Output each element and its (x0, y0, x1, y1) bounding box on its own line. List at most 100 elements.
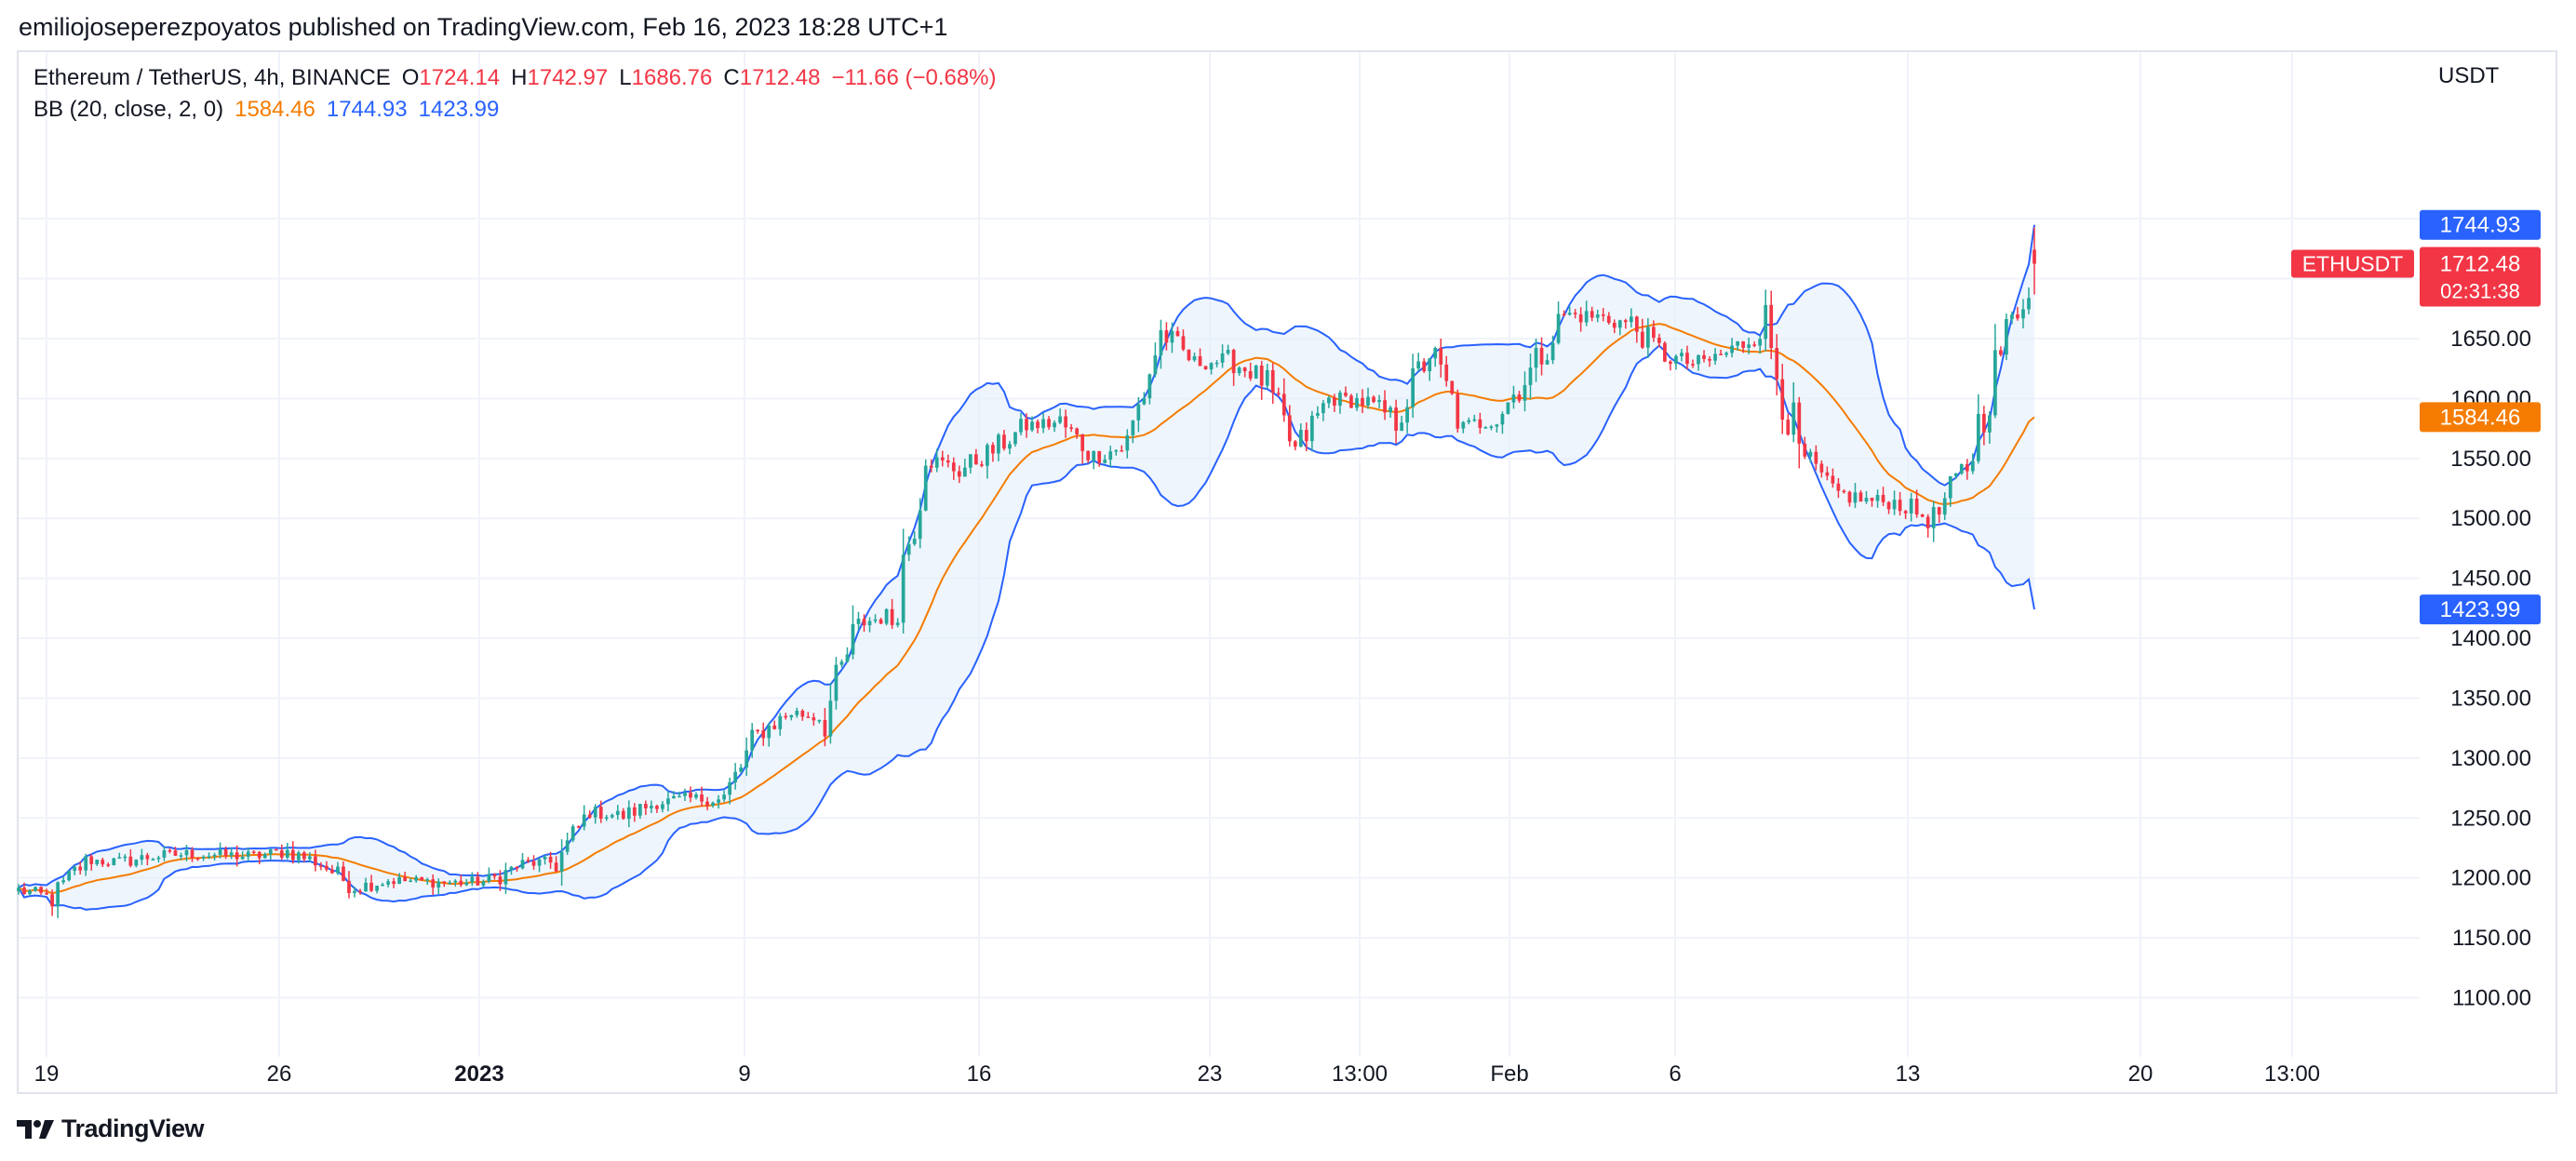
candle (2027, 287, 2031, 314)
bb-lower-value: 1423.99 (418, 97, 500, 122)
candle (1248, 362, 1253, 381)
candle-body (179, 855, 183, 857)
candle (2016, 307, 2019, 321)
candle (1556, 301, 1561, 345)
candle-body (195, 858, 200, 860)
candle-body (1064, 416, 1067, 428)
candle-body (336, 866, 340, 874)
candle-body (414, 876, 419, 881)
candle-body (168, 849, 172, 852)
price-tick-label: 1200.00 (2450, 866, 2531, 891)
candle-body (626, 807, 631, 820)
basis-price-tag: 1584.46 (2440, 405, 2521, 430)
candle (1612, 319, 1617, 334)
candle-body (1405, 407, 1409, 423)
candle (778, 713, 783, 736)
candle (1125, 429, 1130, 459)
candle (576, 825, 581, 829)
candle (1769, 290, 1774, 359)
candle-body (1355, 397, 1359, 408)
price-tick-label: 1450.00 (2450, 567, 2531, 592)
tradingview-logo: TradingView (17, 1114, 205, 1143)
candle-body (912, 539, 917, 544)
candle-body (1556, 314, 1561, 343)
candle (2021, 299, 2025, 328)
candle-body (1953, 473, 1958, 476)
candle (1870, 497, 1874, 507)
candle-body (1316, 413, 1320, 416)
candle-body (156, 857, 161, 860)
candle (1831, 468, 1835, 488)
candle-body (1786, 420, 1791, 435)
candle-body (1578, 314, 1583, 323)
candle (369, 874, 373, 892)
candle-body (531, 861, 536, 866)
candle-body (17, 887, 20, 892)
candle-body (2005, 319, 2008, 355)
candle-body (1192, 355, 1197, 361)
candle (1691, 359, 1695, 368)
candle-body (364, 882, 368, 892)
candle-body (520, 860, 525, 869)
candle (739, 764, 744, 773)
bb-basis-value: 1584.46 (235, 97, 315, 122)
candle (845, 647, 850, 663)
bb-legend[interactable]: BB (20, close, 2, 0) 1584.46 1744.93 1423.9… (34, 97, 499, 123)
candle-body (526, 860, 530, 861)
candle-body (1270, 369, 1275, 394)
candle (1170, 322, 1174, 354)
candle (1517, 391, 1522, 404)
candle (414, 874, 419, 883)
candle (678, 791, 681, 798)
candle-body (1164, 329, 1169, 343)
candle (453, 879, 458, 887)
candle (56, 881, 60, 918)
candle (784, 713, 788, 720)
price-tick-label: 1350.00 (2450, 686, 2531, 711)
candle (946, 454, 950, 468)
candle-body (615, 810, 620, 816)
candle-body (1808, 451, 1813, 457)
candle-body (711, 802, 715, 806)
candle-body (1478, 419, 1483, 428)
candle (934, 448, 939, 473)
candle (1959, 463, 1964, 475)
candle-body (302, 852, 306, 860)
candle (756, 728, 760, 734)
candle (767, 722, 771, 747)
candle (1937, 506, 1941, 524)
candle-body (683, 793, 687, 796)
candle (34, 886, 37, 892)
candle-body (2021, 309, 2025, 319)
candle (554, 856, 558, 873)
candle-body (918, 510, 922, 540)
candle (862, 614, 866, 633)
candle-body (453, 880, 458, 883)
candle (481, 879, 486, 887)
tradingview-logo-text: TradingView (61, 1114, 205, 1142)
candle-body (1422, 361, 1427, 372)
candle (319, 861, 323, 871)
candle (856, 611, 861, 631)
candle-body (973, 454, 978, 465)
candle (1747, 337, 1751, 354)
candle (212, 852, 217, 861)
candle (425, 877, 430, 886)
candle (251, 849, 256, 855)
candle-body (1483, 427, 1488, 429)
candle-body (934, 457, 939, 468)
candle (1064, 409, 1067, 438)
candle (218, 842, 222, 859)
candle-body (1539, 347, 1544, 365)
candle-body (946, 460, 950, 463)
candle-body (1713, 354, 1717, 361)
candle-body (1993, 350, 1997, 416)
ohlc-legend[interactable]: Ethereum / TetherUS, 4h, BINANCE O1724.14… (34, 65, 997, 91)
candle-body (986, 445, 989, 466)
candle-body (851, 623, 855, 655)
candle-body (1153, 355, 1158, 375)
low-label: L (619, 65, 632, 90)
candle (459, 874, 463, 887)
candle (1181, 329, 1186, 352)
